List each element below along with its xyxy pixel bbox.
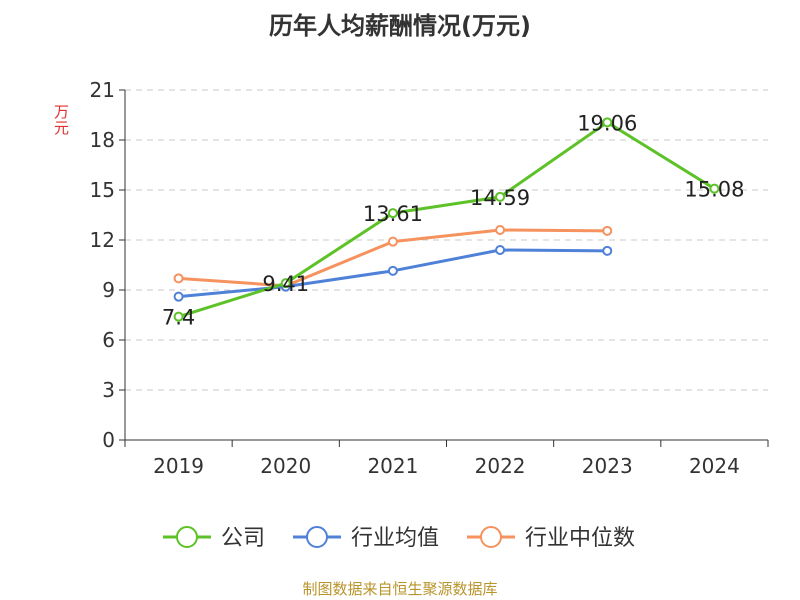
y-tick-label: 12 (90, 228, 115, 252)
legend-item-1: 行业均值 (292, 526, 439, 551)
y-tick-label: 3 (102, 378, 115, 402)
legend-swatch-marker (175, 526, 198, 548)
data-label: 15.08 (684, 178, 744, 202)
y-tick-label: 18 (90, 128, 115, 152)
x-tick-label: 2019 (153, 454, 204, 478)
legend-label: 行业中位数 (525, 526, 635, 551)
legend-item-0: 公司 (162, 526, 265, 551)
data-label: 7.4 (162, 306, 195, 330)
chart-title: 历年人均薪酬情况(万元) (269, 12, 531, 40)
legend-item-2: 行业中位数 (467, 526, 635, 551)
y-axis-unit-label: 万元 (54, 103, 70, 137)
x-tick-label: 2024 (689, 454, 740, 478)
data-point (602, 225, 613, 236)
legend: 公司 行业均值 行业中位数 (162, 526, 635, 551)
x-tick-label: 2021 (367, 454, 418, 478)
data-point (495, 245, 506, 255)
data-point (602, 117, 613, 128)
data-labels: 7.4 9.41 13.61 14.59 19.06 15.08 (162, 111, 745, 329)
source-note: 制图数据来自恒生聚源数据库 (302, 580, 498, 598)
data-point (173, 311, 184, 322)
data-point (709, 183, 720, 194)
y-tick-label: 15 (90, 178, 115, 202)
legend-swatch-marker (305, 526, 328, 548)
data-point (387, 208, 398, 219)
data-label: 13.61 (363, 202, 423, 226)
data-point (173, 273, 184, 284)
data-point (173, 291, 184, 302)
grid-lines (125, 89, 768, 391)
legend-label: 行业均值 (351, 526, 439, 551)
data-point (602, 245, 613, 256)
legend-label: 公司 (221, 526, 265, 551)
y-tick-label: 0 (102, 428, 115, 452)
y-tick-label: 21 (90, 78, 115, 102)
y-tick-label: 6 (102, 328, 115, 352)
data-point (387, 236, 398, 247)
x-tick-label: 2022 (475, 454, 526, 478)
legend-swatch-marker (480, 526, 503, 548)
data-point (280, 278, 291, 289)
x-tick-label: 2020 (260, 454, 311, 478)
series-lines (173, 117, 720, 322)
data-point (495, 225, 506, 235)
data-point (495, 191, 506, 202)
y-tick-label: 9 (102, 278, 115, 302)
data-point (387, 265, 398, 276)
x-tick-label: 2023 (582, 454, 633, 478)
data-label: 19.06 (577, 111, 637, 135)
data-label: 14.59 (470, 186, 530, 210)
data-label: 9.41 (262, 272, 309, 296)
axes: 0 3 6 9 12 15 18 21 2019 2020 2021 2022 2023 2024 (90, 78, 769, 478)
series-line-0 (177, 120, 716, 319)
